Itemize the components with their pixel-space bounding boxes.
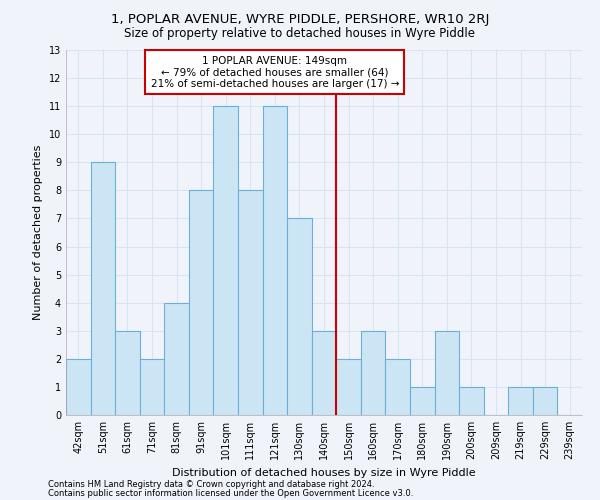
Bar (336, 359, 361, 415)
Bar (361, 331, 385, 415)
Bar (238, 190, 263, 415)
Text: 1 POPLAR AVENUE: 149sqm
← 79% of detached houses are smaller (64)
21% of semi-de: 1 POPLAR AVENUE: 149sqm ← 79% of detache… (151, 56, 399, 89)
Bar (164, 302, 189, 415)
Bar (312, 331, 336, 415)
Bar (66, 359, 91, 415)
Text: Contains public sector information licensed under the Open Government Licence v3: Contains public sector information licen… (48, 488, 413, 498)
Text: Size of property relative to detached houses in Wyre Piddle: Size of property relative to detached ho… (125, 28, 476, 40)
Bar (140, 359, 164, 415)
Bar (434, 331, 459, 415)
Bar (214, 106, 238, 415)
Bar (91, 162, 115, 415)
Bar (459, 387, 484, 415)
Text: 1, POPLAR AVENUE, WYRE PIDDLE, PERSHORE, WR10 2RJ: 1, POPLAR AVENUE, WYRE PIDDLE, PERSHORE,… (111, 12, 489, 26)
Bar (189, 190, 214, 415)
Text: Contains HM Land Registry data © Crown copyright and database right 2024.: Contains HM Land Registry data © Crown c… (48, 480, 374, 489)
Bar (263, 106, 287, 415)
Bar (287, 218, 312, 415)
Bar (508, 387, 533, 415)
Bar (115, 331, 140, 415)
Bar (410, 387, 434, 415)
Bar (385, 359, 410, 415)
Bar (533, 387, 557, 415)
X-axis label: Distribution of detached houses by size in Wyre Piddle: Distribution of detached houses by size … (172, 468, 476, 477)
Y-axis label: Number of detached properties: Number of detached properties (33, 145, 43, 320)
